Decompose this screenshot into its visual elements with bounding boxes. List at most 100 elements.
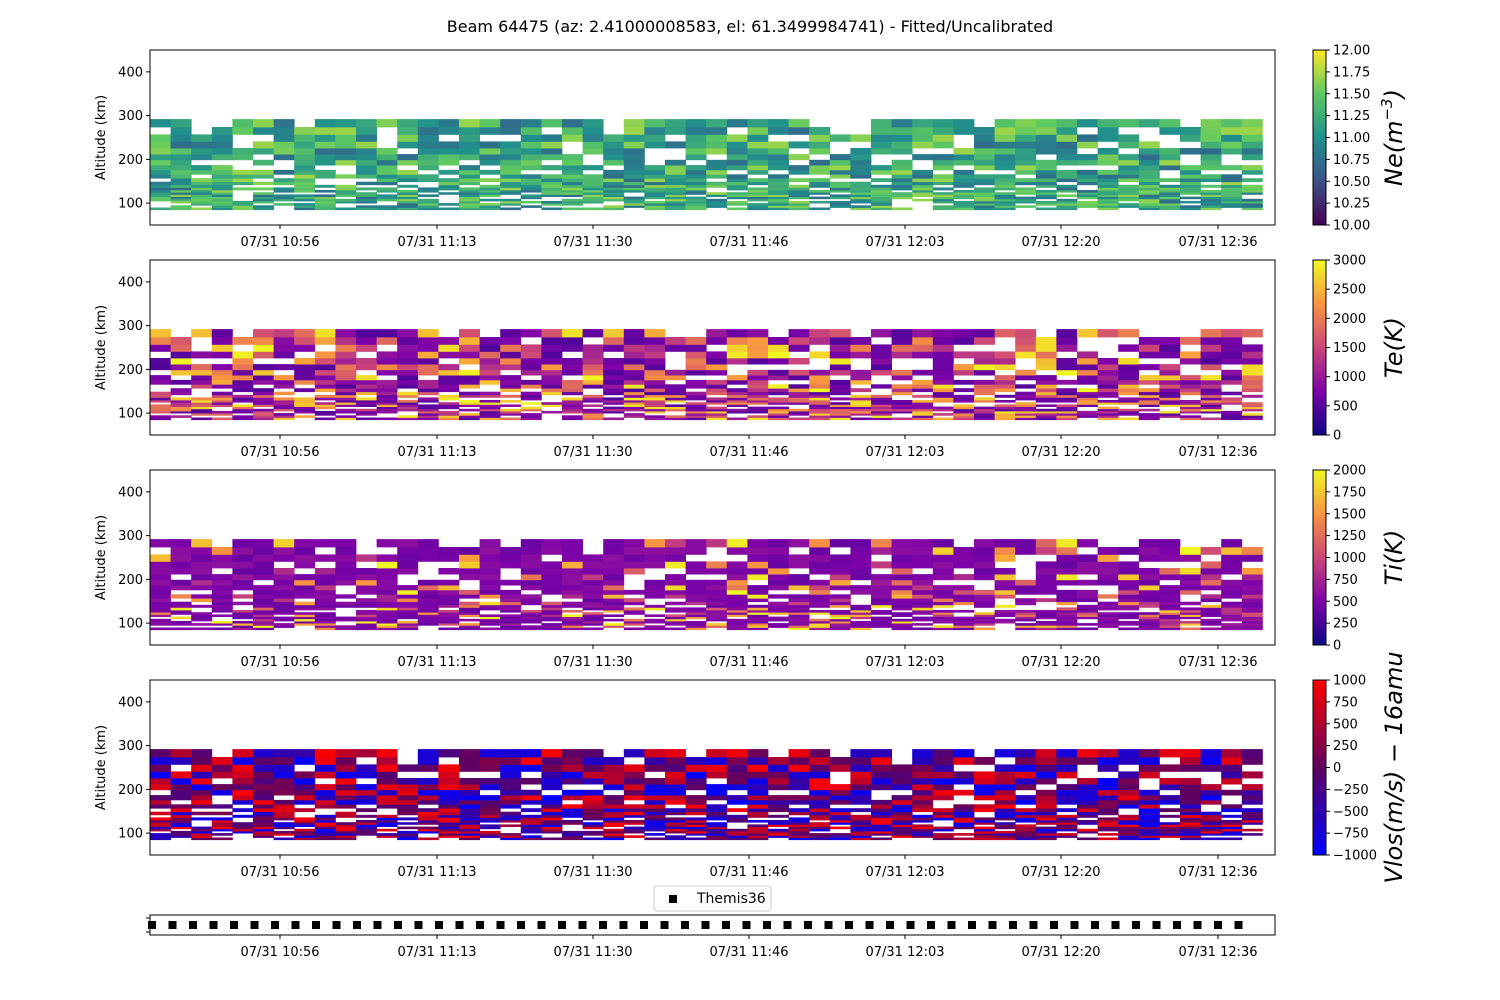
themis36-marker <box>1009 921 1017 929</box>
heatmap-cell <box>150 375 171 381</box>
heatmap-cell <box>768 190 789 193</box>
heatmap-cell <box>603 198 625 202</box>
heatmap-cell <box>541 329 563 338</box>
heatmap-cell <box>1015 612 1037 615</box>
heatmap-cell <box>520 837 542 841</box>
heatmap-cell <box>500 119 522 128</box>
heatmap-cell <box>706 408 728 412</box>
heatmap-cell <box>335 828 357 832</box>
heatmap-cell <box>191 757 213 765</box>
heatmap-cell <box>500 817 522 821</box>
heatmap-cell <box>500 127 522 135</box>
heatmap-cell <box>150 184 171 188</box>
heatmap-cell <box>500 771 522 779</box>
heatmap-cell <box>994 141 1016 149</box>
heatmap-cell <box>459 604 480 608</box>
heatmap-cell <box>459 757 480 765</box>
heatmap-cell <box>582 612 604 615</box>
heatmap-cell <box>253 824 274 827</box>
heatmap-cell <box>685 192 707 195</box>
heatmap-cell <box>1138 148 1160 155</box>
heatmap-cell <box>273 749 295 758</box>
heatmap-cell <box>562 820 583 823</box>
colorbar-tick-label: 1000 <box>1333 551 1366 566</box>
heatmap-cell <box>397 804 419 809</box>
heatmap-cell <box>726 594 748 599</box>
heatmap-cell <box>706 830 728 834</box>
heatmap-cell <box>356 784 377 791</box>
heatmap-cell <box>994 200 1016 204</box>
heatmap-cell <box>417 337 439 345</box>
heatmap-cell <box>1159 589 1181 595</box>
heatmap-cell <box>1180 351 1201 359</box>
heatmap-cell <box>850 614 872 617</box>
heatmap-cell <box>1138 817 1160 821</box>
heatmap-cell <box>603 364 625 371</box>
heatmap-cell <box>1200 561 1222 569</box>
heatmap-cell <box>1056 127 1078 135</box>
heatmap-cell <box>500 184 522 188</box>
heatmap-cell <box>871 561 892 569</box>
heatmap-cell <box>871 196 892 200</box>
heatmap-cell <box>150 141 171 149</box>
heatmap-cell <box>623 589 645 595</box>
heatmap-cell <box>685 198 707 202</box>
heatmap-cell <box>1118 154 1140 161</box>
heatmap-cell <box>891 404 913 407</box>
heatmap-cell <box>603 194 625 197</box>
x-tick-label: 07/31 10:56 <box>240 655 319 670</box>
heatmap-cell <box>253 778 274 785</box>
heatmap-cell <box>170 194 192 197</box>
heatmap-cell <box>582 814 604 818</box>
heatmap-cell <box>211 391 233 396</box>
colorbar-tick-label: 0 <box>1333 761 1341 776</box>
heatmap-cell <box>974 198 995 202</box>
heatmap-cell <box>1015 375 1037 381</box>
heatmap-cell <box>685 397 707 401</box>
heatmap-cell <box>1138 808 1160 813</box>
heatmap-cell <box>891 184 913 188</box>
heatmap-cell <box>397 415 419 418</box>
heatmap-cell <box>150 364 171 371</box>
heatmap-cell <box>211 198 233 202</box>
heatmap-cell <box>150 337 171 345</box>
heatmap-cell <box>1056 616 1078 620</box>
heatmap-cell <box>685 169 707 175</box>
heatmap-cell <box>1097 824 1119 827</box>
heatmap-cell <box>1118 835 1140 838</box>
heatmap-cell <box>273 404 295 407</box>
heatmap-cell <box>912 820 934 823</box>
heatmap-cell <box>1056 568 1078 575</box>
heatmap-cell <box>417 620 439 624</box>
themis36-marker <box>701 921 710 929</box>
heatmap-cell <box>623 384 645 389</box>
heatmap-cell <box>273 610 295 613</box>
heatmap-cell <box>623 337 645 345</box>
heatmap-cell <box>438 830 460 834</box>
heatmap-cell <box>994 404 1016 407</box>
heatmap-cell <box>623 394 645 398</box>
heatmap-cell <box>1200 384 1222 389</box>
heatmap-cell <box>1200 154 1222 161</box>
heatmap-cell <box>1056 833 1078 836</box>
heatmap-cell <box>809 612 831 615</box>
heatmap-cell <box>376 594 398 599</box>
heatmap-cell <box>479 119 501 128</box>
heatmap-cell <box>953 757 975 765</box>
heatmap-cell <box>644 408 666 412</box>
themis36-marker <box>537 921 546 929</box>
heatmap-cell <box>541 344 563 352</box>
heatmap-cell <box>459 187 480 191</box>
heatmap-cell <box>273 784 295 791</box>
heatmap-cell <box>211 817 233 821</box>
heatmap-cell <box>335 804 357 809</box>
heatmap-cell <box>211 329 233 338</box>
heatmap-cell <box>232 620 254 624</box>
heatmap-cell <box>768 400 789 403</box>
heatmap-cell <box>500 375 522 381</box>
heatmap-cell <box>170 154 192 161</box>
heatmap-cell <box>417 404 439 407</box>
heatmap-cell <box>541 187 563 191</box>
heatmap-cell <box>541 764 563 772</box>
